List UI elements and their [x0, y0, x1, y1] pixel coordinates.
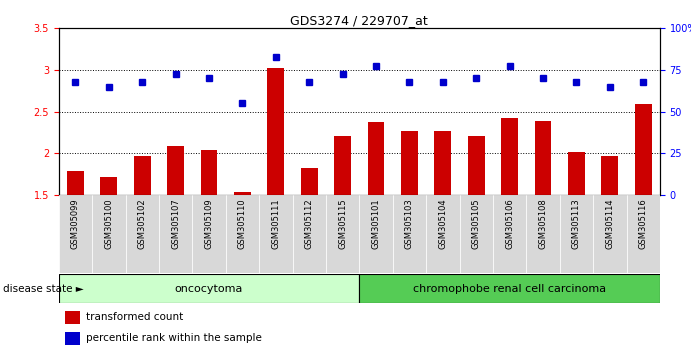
Bar — [126, 195, 159, 273]
Text: GSM305104: GSM305104 — [438, 199, 447, 249]
Text: GSM305105: GSM305105 — [472, 199, 481, 249]
Bar — [92, 195, 126, 273]
Bar — [635, 104, 652, 195]
Bar — [234, 192, 251, 195]
Bar — [100, 177, 117, 195]
Text: GSM305106: GSM305106 — [505, 199, 514, 249]
Bar — [334, 136, 351, 195]
Text: GSM305112: GSM305112 — [305, 199, 314, 249]
Text: GSM305115: GSM305115 — [338, 199, 347, 249]
Text: GSM305109: GSM305109 — [205, 199, 214, 249]
Text: transformed count: transformed count — [86, 312, 183, 322]
Text: GSM305107: GSM305107 — [171, 199, 180, 249]
Text: oncocytoma: oncocytoma — [175, 284, 243, 293]
Bar — [359, 195, 392, 273]
Bar — [392, 195, 426, 273]
Text: GSM305110: GSM305110 — [238, 199, 247, 249]
Bar — [59, 274, 359, 303]
Bar — [67, 171, 84, 195]
Bar — [593, 195, 627, 273]
Bar — [192, 195, 226, 273]
Bar — [627, 195, 660, 273]
Text: GSM305113: GSM305113 — [572, 199, 581, 249]
Bar — [435, 131, 451, 195]
Bar — [527, 195, 560, 273]
Bar — [401, 131, 418, 195]
Text: GSM305116: GSM305116 — [638, 199, 647, 249]
Bar — [560, 195, 593, 273]
Bar — [368, 122, 384, 195]
Bar — [167, 147, 184, 195]
Text: GSM305103: GSM305103 — [405, 199, 414, 249]
Text: percentile rank within the sample: percentile rank within the sample — [86, 333, 262, 343]
Text: GSM305111: GSM305111 — [272, 199, 281, 249]
Text: GSM305101: GSM305101 — [372, 199, 381, 249]
Bar — [468, 136, 484, 195]
Bar — [301, 168, 318, 195]
Bar — [134, 156, 151, 195]
Title: GDS3274 / 229707_at: GDS3274 / 229707_at — [290, 14, 428, 27]
Bar — [226, 195, 259, 273]
Text: chromophobe renal cell carcinoma: chromophobe renal cell carcinoma — [413, 284, 606, 293]
Bar — [501, 118, 518, 195]
Bar — [359, 274, 660, 303]
Bar — [59, 195, 92, 273]
Text: GSM305102: GSM305102 — [138, 199, 146, 249]
Bar — [159, 195, 192, 273]
Bar — [267, 68, 284, 195]
Bar — [535, 121, 551, 195]
Text: GSM305100: GSM305100 — [104, 199, 113, 249]
Bar — [259, 195, 292, 273]
Bar — [568, 152, 585, 195]
Bar — [200, 150, 218, 195]
Bar — [326, 195, 359, 273]
Text: GSM305099: GSM305099 — [71, 199, 80, 249]
Bar — [65, 311, 79, 324]
Bar — [426, 195, 460, 273]
Bar — [493, 195, 527, 273]
Text: disease state ►: disease state ► — [3, 284, 84, 293]
Text: GSM305114: GSM305114 — [605, 199, 614, 249]
Bar — [65, 332, 79, 345]
Bar — [292, 195, 326, 273]
Bar — [460, 195, 493, 273]
Text: GSM305108: GSM305108 — [538, 199, 547, 249]
Bar — [601, 156, 618, 195]
